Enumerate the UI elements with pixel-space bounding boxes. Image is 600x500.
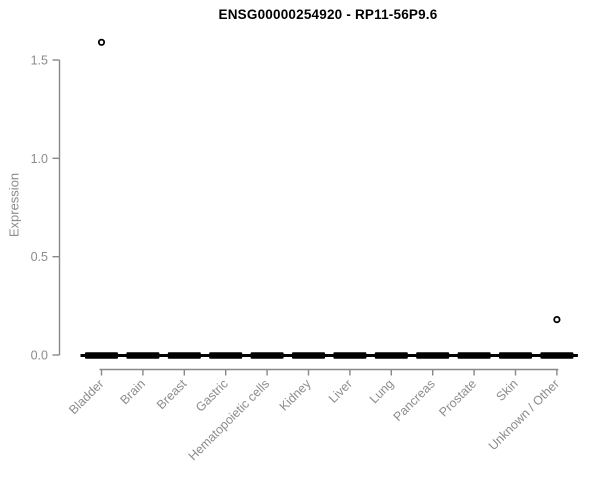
boxplot-whisker-left: [370, 354, 376, 357]
boxplot-whisker-left: [204, 354, 211, 357]
boxplot-whisker-left: [80, 354, 86, 357]
boxplot-whisker-left: [411, 354, 418, 357]
x-tick-label: Pancreas: [391, 377, 438, 424]
boxplot-whisker-right: [282, 354, 289, 357]
boxplot-whisker-right: [117, 354, 123, 357]
x-tick-label: Gastric: [193, 377, 231, 415]
boxplot-whisker-right: [199, 354, 206, 357]
x-tick-label: Breast: [154, 376, 190, 412]
x-tick-label: Skin: [494, 377, 521, 404]
outlier-point: [553, 315, 561, 324]
x-tick-label: Prostate: [436, 377, 479, 420]
boxplot-whisker-right: [531, 354, 537, 357]
y-tick-label: 1.5: [31, 54, 48, 68]
boxplot-box: [540, 352, 574, 359]
boxplot-whisker-left: [328, 354, 335, 357]
boxplot-whisker-right: [448, 354, 454, 357]
boxplot-whisker-right: [406, 354, 413, 357]
boxplot-box: [167, 352, 201, 359]
boxplot-whisker-left: [535, 354, 542, 357]
boxplot-whisker-left: [494, 354, 500, 357]
boxplot-box: [292, 352, 325, 359]
boxplot-whisker-left: [287, 354, 293, 357]
boxplot-box: [457, 352, 491, 359]
x-tick-label: Bladder: [66, 377, 106, 417]
boxplot-whisker-right: [324, 354, 330, 357]
boxplot-box: [209, 352, 243, 359]
x-tick-label: Liver: [326, 377, 355, 406]
boxplot-whisker-right: [572, 354, 578, 357]
boxplot-whisker-left: [121, 354, 128, 357]
x-tick-label: Kidney: [277, 376, 314, 413]
boxplot-whisker-right: [241, 354, 247, 357]
chart-title: ENSG00000254920 - RP11-56P9.6: [218, 7, 438, 22]
outlier-point: [97, 38, 106, 46]
boxplot-whisker-left: [163, 354, 169, 357]
x-tick-label: Unknown / Other: [486, 377, 562, 453]
boxplot-box: [416, 352, 450, 359]
boxplot-box: [499, 352, 532, 359]
x-tick-label: Brain: [117, 377, 148, 408]
boxplot-box: [85, 352, 118, 359]
y-tick-label: 0.5: [31, 250, 48, 264]
boxplot-box: [374, 352, 408, 359]
boxplot-whisker-right: [489, 354, 496, 357]
y-tick-label: 1.0: [31, 152, 48, 166]
boxplot-whisker-right: [158, 354, 164, 357]
boxplot-box: [333, 352, 367, 359]
boxplot-box: [126, 352, 160, 359]
y-tick-label: 0.0: [31, 349, 48, 363]
boxplot-box: [250, 352, 284, 359]
boxplot-whisker-left: [246, 354, 252, 357]
boxplot-whisker-left: [453, 354, 459, 357]
x-tick-label: Lung: [367, 377, 397, 407]
boxplot-whisker-right: [365, 354, 371, 357]
x-tick-label: Hematopoietic cells: [186, 377, 273, 464]
